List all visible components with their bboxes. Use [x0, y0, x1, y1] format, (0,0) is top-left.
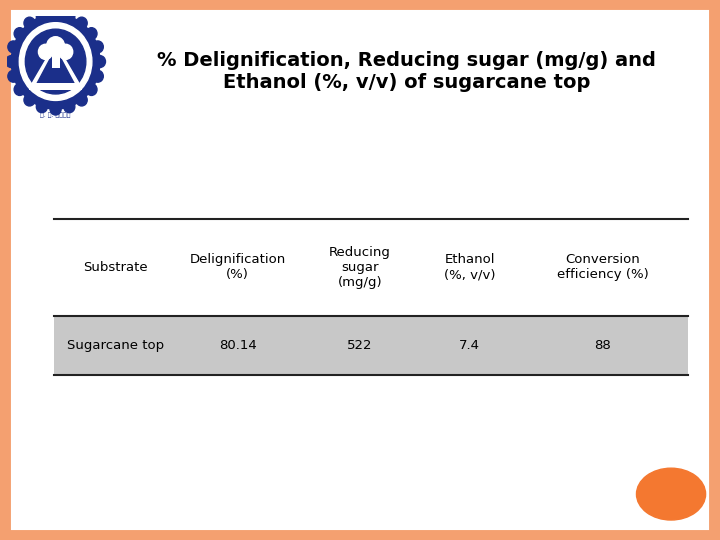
Circle shape [14, 28, 25, 39]
FancyBboxPatch shape [52, 52, 60, 68]
Polygon shape [35, 49, 76, 86]
Circle shape [47, 37, 65, 56]
Text: % Delignification, Reducing sugar (mg/g) and
Ethanol (%, v/v) of sugarcane top: % Delignification, Reducing sugar (mg/g)… [158, 51, 656, 92]
Polygon shape [30, 43, 81, 86]
Text: Delignification
(%): Delignification (%) [189, 253, 286, 281]
Circle shape [86, 84, 97, 96]
Circle shape [58, 44, 73, 59]
Text: Conversion
efficiency (%): Conversion efficiency (%) [557, 253, 649, 281]
Circle shape [64, 101, 75, 113]
Circle shape [76, 17, 87, 29]
Circle shape [8, 70, 19, 82]
Text: 522: 522 [347, 339, 373, 352]
Text: Substrate: Substrate [83, 261, 148, 274]
Text: आ. भ. हैं।: आ. भ. हैं। [40, 113, 71, 118]
Circle shape [64, 10, 75, 22]
Circle shape [50, 8, 61, 20]
Circle shape [6, 56, 17, 68]
Circle shape [25, 29, 86, 94]
Circle shape [8, 41, 19, 53]
Circle shape [24, 94, 35, 106]
Text: 88: 88 [595, 339, 611, 352]
Circle shape [12, 14, 100, 109]
Circle shape [86, 28, 97, 39]
Text: 7.4: 7.4 [459, 339, 480, 352]
Circle shape [36, 101, 48, 113]
FancyBboxPatch shape [30, 83, 82, 90]
Text: Reducing
sugar
(mg/g): Reducing sugar (mg/g) [329, 246, 391, 289]
Circle shape [24, 17, 35, 29]
Circle shape [92, 41, 103, 53]
Circle shape [19, 23, 92, 100]
Circle shape [14, 84, 25, 96]
Circle shape [94, 56, 106, 68]
Circle shape [36, 10, 48, 22]
Text: Ethanol
(%, v/v): Ethanol (%, v/v) [444, 253, 495, 281]
Circle shape [636, 468, 706, 520]
Circle shape [92, 70, 103, 82]
Circle shape [76, 94, 87, 106]
Text: 80.14: 80.14 [219, 339, 256, 352]
FancyBboxPatch shape [54, 316, 688, 375]
Text: Sugarcane top: Sugarcane top [67, 339, 163, 352]
Circle shape [50, 103, 61, 115]
Circle shape [38, 44, 53, 59]
